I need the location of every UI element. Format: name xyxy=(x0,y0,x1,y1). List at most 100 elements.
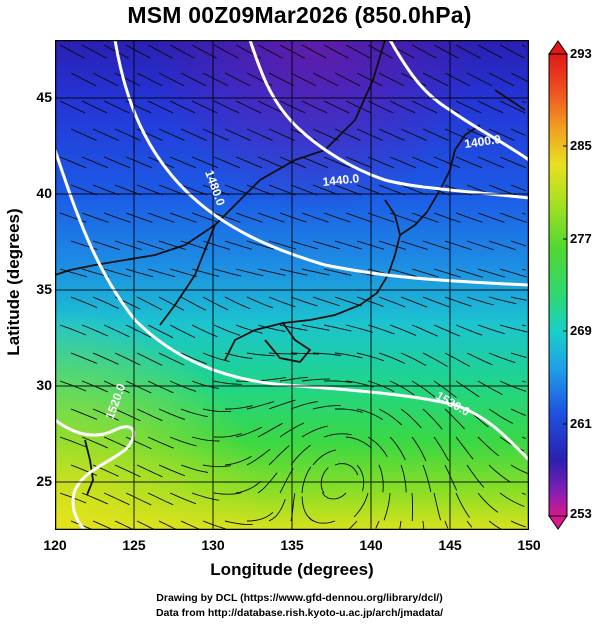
streamline xyxy=(70,128,97,141)
streamline xyxy=(510,352,527,358)
streamline xyxy=(521,212,526,215)
streamline xyxy=(180,296,206,311)
streamline xyxy=(158,72,185,87)
streamline xyxy=(499,156,527,169)
streamline xyxy=(321,492,347,500)
streamline xyxy=(488,464,512,483)
streamline xyxy=(411,436,427,462)
streamline xyxy=(345,324,374,333)
streamline xyxy=(345,212,373,223)
streamline xyxy=(114,240,142,251)
streamline xyxy=(279,212,307,223)
streamline xyxy=(320,467,329,494)
streamline xyxy=(400,408,422,429)
streamline xyxy=(224,72,251,87)
streamline xyxy=(136,408,163,422)
streamline xyxy=(323,156,351,169)
streamline xyxy=(488,72,515,87)
streamline xyxy=(400,72,427,87)
streamline xyxy=(301,44,327,59)
streamline xyxy=(213,433,242,438)
streamline xyxy=(136,296,163,311)
streamline xyxy=(477,268,505,278)
streamline xyxy=(466,240,494,251)
streamline xyxy=(400,464,407,493)
streamline xyxy=(499,268,527,278)
streamline xyxy=(356,72,383,87)
streamline xyxy=(477,324,505,335)
streamline xyxy=(213,44,239,59)
streamline xyxy=(411,492,413,522)
streamline xyxy=(433,156,461,169)
streamline xyxy=(353,492,369,518)
streamline xyxy=(348,520,358,530)
streamline xyxy=(235,156,263,169)
streamline xyxy=(224,352,253,359)
streamline xyxy=(422,408,443,430)
streamline xyxy=(257,100,284,114)
streamline xyxy=(268,184,296,196)
streamline xyxy=(510,520,526,528)
y-tick-label: 40 xyxy=(36,185,52,201)
streamline xyxy=(114,408,141,422)
streamline xyxy=(334,463,359,476)
streamline xyxy=(202,408,231,413)
streamline xyxy=(375,520,380,529)
streamline xyxy=(235,426,263,438)
streamline xyxy=(455,436,474,460)
streamline xyxy=(180,352,207,365)
streamline xyxy=(433,324,460,337)
streamline xyxy=(92,408,119,421)
streamline xyxy=(169,268,198,278)
streamline xyxy=(301,212,329,223)
streamline xyxy=(411,380,436,398)
streamline xyxy=(422,128,449,141)
streamline xyxy=(169,156,197,169)
map-plot-area: 1400.0 1440.0 1480.0 1520.0 1520.0 xyxy=(55,40,529,530)
streamline xyxy=(378,464,384,493)
streamline xyxy=(81,100,108,114)
streamline xyxy=(158,296,184,311)
streamline xyxy=(422,464,432,493)
colorbar-tick-label: 277 xyxy=(570,231,592,246)
streamline xyxy=(367,212,395,223)
streamline xyxy=(301,425,328,438)
streamline xyxy=(411,156,439,169)
streamline xyxy=(455,380,480,398)
streamline xyxy=(279,100,306,114)
streamline xyxy=(169,212,197,223)
streamline xyxy=(455,492,470,518)
streamline xyxy=(499,324,528,333)
streamline xyxy=(103,156,131,169)
streamline xyxy=(389,100,416,114)
streamline xyxy=(169,324,196,339)
streamline xyxy=(169,436,197,447)
colorbar-min-arrow xyxy=(548,515,568,530)
colorbar-tick-label: 253 xyxy=(570,506,592,521)
streamline xyxy=(499,492,525,507)
streamline xyxy=(488,296,517,305)
streamline xyxy=(70,296,98,308)
streamline xyxy=(521,436,526,440)
streamline xyxy=(488,240,516,251)
streamline xyxy=(510,240,527,247)
streamline xyxy=(257,324,286,332)
streamline xyxy=(180,184,208,196)
streamline xyxy=(59,436,87,448)
streamline xyxy=(158,408,186,421)
streamline xyxy=(257,377,286,382)
streamline xyxy=(301,156,329,169)
streamline xyxy=(444,240,472,251)
streamline xyxy=(356,464,365,492)
streamline xyxy=(125,44,151,59)
streamline xyxy=(202,296,229,311)
streamline xyxy=(444,352,470,367)
streamline xyxy=(488,408,514,424)
streamline xyxy=(499,212,527,223)
streamline xyxy=(400,296,428,308)
streamline xyxy=(290,352,320,355)
streamline xyxy=(499,380,527,392)
streamline xyxy=(202,520,226,530)
streamline xyxy=(268,240,296,250)
streamline xyxy=(213,268,242,277)
